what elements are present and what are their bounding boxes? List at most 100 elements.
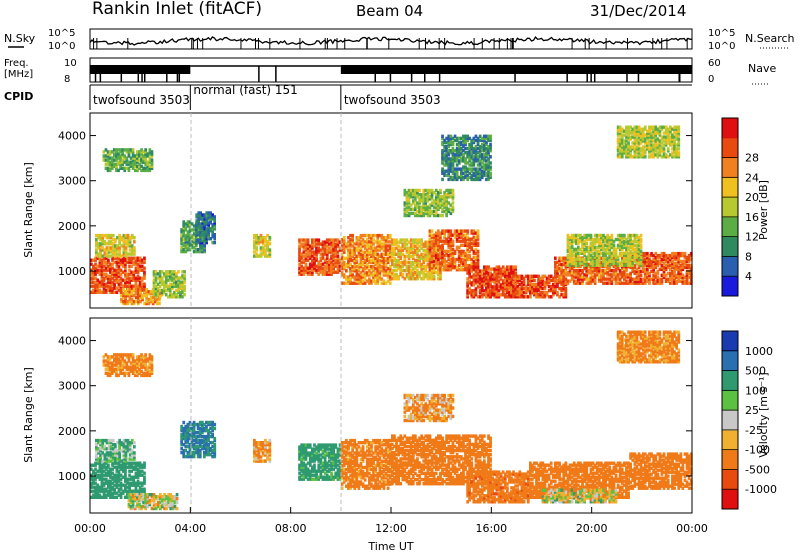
power-echo-cell bbox=[564, 264, 568, 269]
power-echo-cell bbox=[608, 241, 612, 246]
power-echo-cell bbox=[468, 255, 471, 260]
power-echo-cell bbox=[593, 239, 597, 244]
power-echo-cell bbox=[115, 276, 119, 280]
power-echo-cell bbox=[457, 257, 461, 262]
power-echo-cell bbox=[313, 244, 316, 248]
power-echo-cell bbox=[562, 284, 566, 289]
power-echo-cell bbox=[604, 271, 607, 275]
power-echo-cell bbox=[483, 173, 486, 177]
power-echo-cell bbox=[633, 133, 637, 137]
power-echo-cell bbox=[625, 143, 628, 147]
power-echo-cell bbox=[103, 233, 107, 238]
power-echo-cell bbox=[115, 162, 118, 166]
power-echo-cell bbox=[391, 240, 394, 244]
power-echo-cell bbox=[117, 284, 121, 288]
power-echo-cell bbox=[357, 279, 361, 283]
power-echo-cell bbox=[126, 292, 130, 296]
power-echo-cell bbox=[579, 257, 582, 261]
power-echo-cell bbox=[529, 276, 532, 280]
power-echo-cell bbox=[495, 275, 499, 279]
power-echo-cell bbox=[340, 240, 344, 244]
power-echo-cell bbox=[374, 279, 377, 283]
power-echo-cell bbox=[146, 162, 150, 166]
power-echo-cell bbox=[372, 273, 375, 277]
power-echo-cell bbox=[539, 295, 543, 299]
power-echo-cell bbox=[397, 262, 400, 267]
nsky-right-tick-bottom: 10^0 bbox=[708, 41, 735, 52]
power-echo-cell bbox=[457, 255, 461, 260]
power-echo-cell bbox=[183, 284, 186, 289]
power-echo-cell bbox=[635, 145, 639, 149]
power-echo-cell bbox=[355, 275, 359, 279]
power-echo-cell bbox=[407, 252, 411, 256]
power-echo-cell bbox=[378, 277, 382, 281]
power-echo-cell bbox=[179, 293, 182, 297]
power-echo-cell bbox=[432, 275, 436, 279]
power-echo-cell bbox=[470, 245, 474, 249]
power-echo-cell bbox=[342, 242, 346, 246]
power-echo-cell bbox=[537, 276, 540, 280]
power-echo-cell bbox=[462, 268, 465, 272]
power-echo-cell bbox=[325, 266, 329, 270]
power-echo-cell bbox=[568, 251, 572, 255]
power-echo-cell bbox=[631, 241, 635, 246]
power-echo-cell bbox=[472, 291, 476, 295]
power-echo-cell bbox=[355, 279, 359, 283]
power-echo-cell bbox=[207, 215, 210, 219]
power-echo-cell bbox=[671, 269, 674, 274]
power-echo-cell bbox=[105, 242, 109, 246]
power-echo-cell bbox=[90, 262, 93, 266]
power-echo-cell bbox=[117, 260, 121, 264]
power-echo-cell bbox=[177, 282, 180, 286]
power-echo-cell bbox=[424, 266, 428, 271]
power-echo-cell bbox=[353, 275, 357, 279]
power-echo-cell bbox=[652, 139, 655, 143]
power-echo-cell bbox=[476, 163, 480, 167]
power-echo-cell bbox=[462, 175, 465, 180]
power-echo-cell bbox=[332, 262, 335, 266]
power-echo-cell bbox=[133, 156, 137, 160]
power-echo-cell bbox=[457, 263, 461, 268]
power-echo-cell bbox=[568, 266, 572, 271]
power-echo-cell bbox=[474, 255, 478, 260]
power-echo-cell bbox=[554, 284, 557, 289]
power-echo-cell bbox=[539, 280, 543, 285]
power-echo-cell bbox=[378, 267, 382, 271]
power-echo-cell bbox=[315, 258, 318, 262]
power-echo-cell bbox=[118, 238, 121, 242]
power-echo-cell bbox=[180, 246, 183, 250]
power-echo-cell bbox=[107, 233, 111, 238]
power-echo-cell bbox=[508, 271, 511, 275]
power-echo-cell bbox=[317, 268, 321, 272]
power-echo-cell bbox=[126, 260, 129, 264]
power-echo-cell bbox=[184, 240, 188, 244]
power-echo-cell bbox=[426, 273, 430, 277]
power-echo-cell bbox=[464, 257, 467, 262]
power-echo-cell bbox=[117, 148, 120, 152]
power-echo-cell bbox=[405, 275, 409, 279]
power-echo-cell bbox=[137, 295, 140, 300]
power-echo-cell bbox=[370, 267, 373, 271]
power-echo-cell bbox=[581, 235, 584, 240]
power-echo-cell bbox=[136, 258, 140, 262]
power-echo-cell bbox=[485, 265, 488, 269]
power-echo-cell bbox=[629, 243, 632, 248]
power-echo-cell bbox=[620, 241, 624, 246]
power-echo-cell bbox=[677, 147, 681, 151]
power-echo-cell bbox=[391, 260, 394, 265]
power-echo-cell bbox=[462, 253, 465, 258]
power-echo-cell bbox=[660, 127, 664, 131]
power-echo-cell bbox=[449, 231, 453, 235]
power-echo-cell bbox=[679, 251, 683, 256]
power-echo-cell bbox=[646, 267, 649, 272]
power-echo-cell bbox=[94, 262, 97, 266]
power-echo-cell bbox=[399, 250, 403, 254]
power-echo-cell bbox=[115, 152, 118, 156]
power-echo-cell bbox=[462, 261, 465, 266]
power-echo-cell bbox=[510, 291, 513, 295]
power-echo-cell bbox=[351, 250, 354, 254]
power-echo-cell bbox=[593, 263, 597, 267]
power-echo-cell bbox=[407, 201, 411, 205]
power-echo-cell bbox=[146, 160, 150, 164]
power-echo-cell bbox=[470, 153, 474, 157]
